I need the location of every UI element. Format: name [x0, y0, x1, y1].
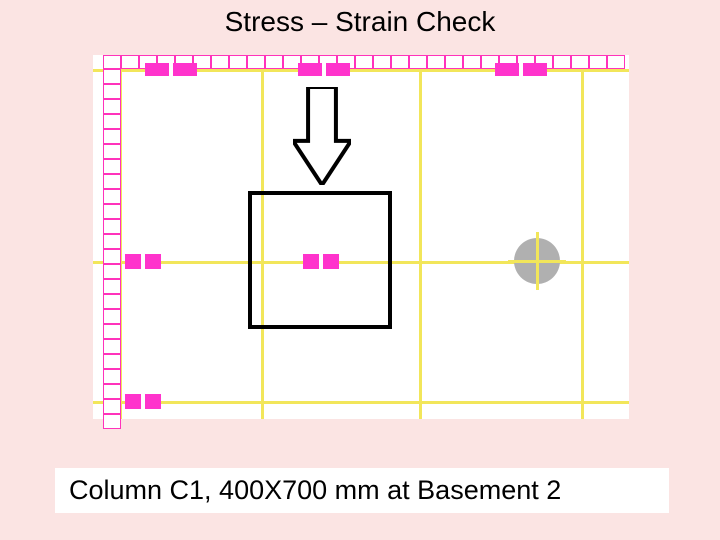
ruler-cell-top — [409, 55, 427, 69]
ruler-cell-left — [103, 354, 121, 369]
ruler-cell-top — [211, 55, 229, 69]
ruler-cell-left — [103, 159, 121, 174]
ruler-cell-top — [391, 55, 409, 69]
ruler-cell-left — [103, 129, 121, 144]
selection-box — [248, 191, 392, 329]
ruler-cell-top — [121, 55, 139, 69]
ruler-cell-left — [103, 234, 121, 249]
ruler-cell-left — [103, 399, 121, 414]
ruler-cell-left — [103, 279, 121, 294]
ruler-cell-top — [445, 55, 463, 69]
ruler-cell-left — [103, 339, 121, 354]
column-gap — [322, 63, 326, 76]
column-gap — [141, 394, 145, 409]
down-arrow-icon — [293, 87, 351, 185]
ruler-cell-left — [103, 174, 121, 189]
ruler-cell-left — [103, 114, 121, 129]
page-title: Stress – Strain Check — [0, 6, 720, 38]
floor-plan — [93, 55, 629, 419]
ruler-cell-top — [229, 55, 247, 69]
column-gap — [141, 254, 145, 269]
ruler-cell-top — [373, 55, 391, 69]
ruler-cell-left — [103, 144, 121, 159]
ruler-cell-left — [103, 249, 121, 264]
caption-text: Column C1, 400X700 mm at Basement 2 — [69, 475, 561, 506]
ruler-cell-top — [571, 55, 589, 69]
ruler-cell-top — [589, 55, 607, 69]
ruler-cell-left — [103, 324, 121, 339]
ruler-cell-left — [103, 99, 121, 114]
ruler-cell-left — [103, 189, 121, 204]
ruler-cell-left — [103, 309, 121, 324]
ruler-cell-left — [103, 384, 121, 399]
ruler-cell-top — [103, 55, 121, 69]
ruler-cell-left — [103, 219, 121, 234]
ruler-cell-top — [265, 55, 283, 69]
column-gap — [519, 63, 523, 76]
ruler-cell-left — [103, 414, 121, 429]
ruler-cell-left — [103, 84, 121, 99]
gridline-vertical — [581, 55, 584, 419]
ruler-cell-left — [103, 294, 121, 309]
ruler-cell-top — [553, 55, 571, 69]
caption-box: Column C1, 400X700 mm at Basement 2 — [55, 468, 669, 513]
ruler-cell-left — [103, 69, 121, 84]
gridline-vertical — [419, 55, 422, 419]
circle-cross-v — [536, 232, 539, 290]
ruler-cell-top — [247, 55, 265, 69]
ruler-cell-top — [427, 55, 445, 69]
ruler-cell-top — [607, 55, 625, 69]
ruler-cell-top — [463, 55, 481, 69]
ruler-cell-left — [103, 369, 121, 384]
column-gap — [169, 63, 173, 76]
gridline-horizontal — [93, 401, 629, 404]
ruler-cell-left — [103, 264, 121, 279]
ruler-cell-top — [355, 55, 373, 69]
ruler-cell-left — [103, 204, 121, 219]
